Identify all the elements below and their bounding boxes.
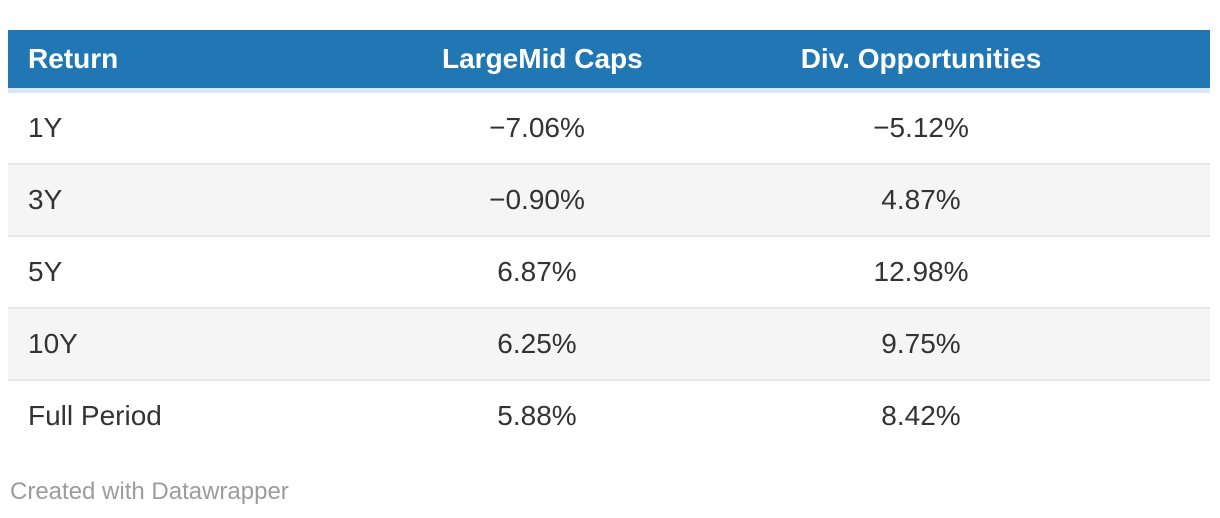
- cell-div-opportunities: 9.75%: [632, 308, 1210, 381]
- cell-largemid-caps: 6.87%: [442, 236, 632, 309]
- row-label: 5Y: [8, 236, 442, 309]
- table-row-5y: 5Y 6.87% 12.98%: [8, 236, 1210, 309]
- cell-largemid-caps: −7.06%: [442, 90, 632, 165]
- table-row-1y: 1Y −7.06% −5.12%: [8, 90, 1210, 165]
- cell-largemid-caps: 6.25%: [442, 308, 632, 381]
- table-row-full-period: Full Period 5.88% 8.42%: [8, 380, 1210, 451]
- cell-div-opportunities: −5.12%: [632, 90, 1210, 165]
- row-label: Full Period: [28, 400, 162, 431]
- table-container: Return LargeMid Caps Div. Opportunities …: [8, 30, 1210, 451]
- table-body: 1Y −7.06% −5.12% 3Y −0.90% 4.87% 5Y 6.87…: [8, 90, 1210, 452]
- column-header-return: Return: [8, 30, 442, 93]
- cell-largemid-caps: −0.90%: [442, 164, 632, 237]
- row-label: 10Y: [8, 308, 442, 381]
- cell-div-opportunities: 4.87%: [632, 164, 1210, 237]
- column-header-largemid-caps: LargeMid Caps: [442, 30, 643, 93]
- datawrapper-attribution-link[interactable]: Created with Datawrapper: [10, 478, 289, 505]
- header-row: Return LargeMid Caps Div. Opportunities: [8, 30, 1210, 93]
- column-header-div-opportunities: Div. Opportunities: [632, 30, 1210, 93]
- returns-table: Return LargeMid Caps Div. Opportunities …: [8, 30, 1210, 451]
- row-label: 3Y: [8, 164, 442, 237]
- cell-div-opportunities: 12.98%: [632, 236, 1210, 309]
- table-row-3y: 3Y −0.90% 4.87%: [8, 164, 1210, 237]
- table-row-10y: 10Y 6.25% 9.75%: [8, 308, 1210, 381]
- table-header: Return LargeMid Caps Div. Opportunities: [8, 30, 1210, 93]
- cell-largemid-caps: 5.88%: [497, 400, 577, 431]
- row-label: 1Y: [8, 90, 442, 165]
- cell-div-opportunities: 8.42%: [881, 400, 961, 431]
